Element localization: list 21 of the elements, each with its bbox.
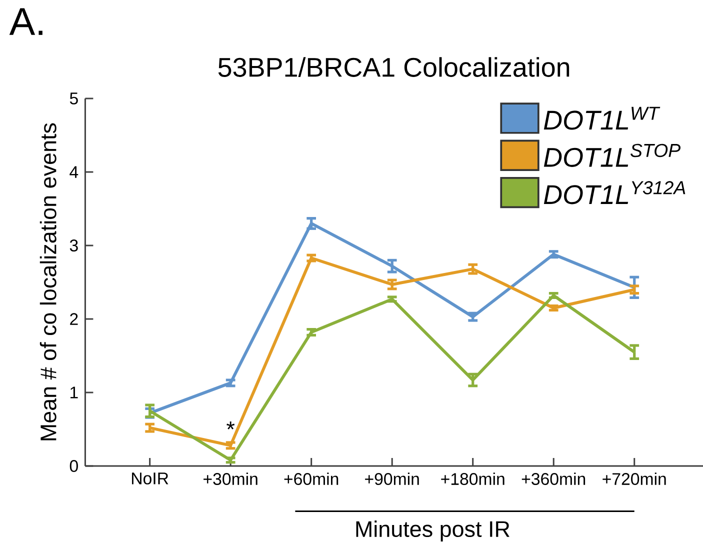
text: A. xyxy=(9,8,42,35)
y-tick-label: 0 xyxy=(70,460,78,472)
y-tick-label: 3 xyxy=(70,240,78,252)
x-tick-label: NoIR xyxy=(132,472,168,484)
y-tick-label: 4 xyxy=(70,166,78,178)
y-axis-title: Mean # of co localization events xyxy=(40,123,56,440)
x-tick-label: +90min xyxy=(365,472,419,486)
chart-title: 53BP1/BRCA1 Colocalization xyxy=(218,57,570,77)
y-tick-label: 5 xyxy=(70,92,78,104)
x-axis-title: Minutes post IR xyxy=(356,520,510,542)
x-tick-label: +720min xyxy=(602,472,666,486)
x-tick-label: +360min xyxy=(522,472,586,486)
y-tick-label: 1 xyxy=(70,386,78,398)
x-tick-label: +30min xyxy=(204,472,258,486)
legend-label: DOT1L$^{STOP}$ xyxy=(544,144,680,168)
legend-label: DOT1L$^{Y312A}$ xyxy=(544,181,686,204)
x-tick-label: +60min xyxy=(284,472,338,486)
y-tick-label: 2 xyxy=(70,313,78,325)
x-tick-label: +180min xyxy=(441,472,504,486)
legend-label: DOT1L$^{WT}$ xyxy=(544,106,660,130)
annotation: * xyxy=(226,422,235,430)
